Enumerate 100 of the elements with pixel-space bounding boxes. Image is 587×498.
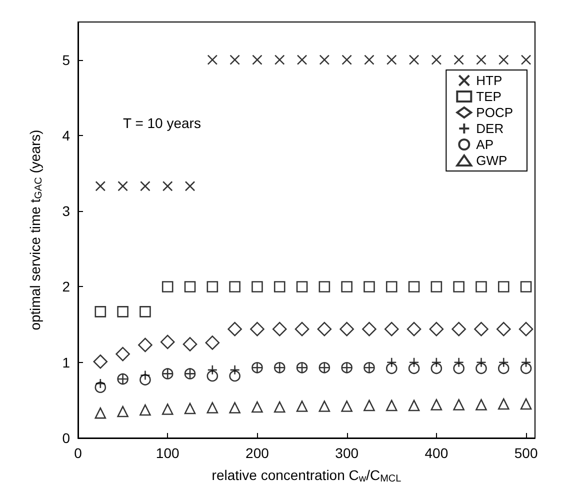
- point: [182, 337, 198, 352]
- point: [294, 322, 310, 336]
- point: [453, 281, 464, 292]
- y-tick-label: 2: [62, 278, 70, 295]
- point: [319, 54, 330, 65]
- point: [207, 54, 218, 65]
- legend-label: AP: [476, 137, 494, 152]
- point: [184, 281, 196, 292]
- point: [140, 306, 151, 318]
- point: [520, 281, 532, 292]
- point: [520, 362, 532, 374]
- point: [118, 180, 128, 192]
- point: [318, 400, 330, 412]
- point: [206, 281, 218, 292]
- point: [406, 322, 422, 336]
- point: [520, 357, 532, 368]
- point: [184, 180, 196, 192]
- point: [205, 336, 220, 350]
- x-tick-label: 0: [74, 445, 82, 461]
- point: [296, 400, 308, 412]
- point: [274, 54, 285, 65]
- point: [518, 322, 534, 336]
- point: [95, 180, 106, 192]
- point: [230, 54, 240, 65]
- point: [160, 334, 175, 350]
- point: [386, 281, 398, 292]
- point: [453, 399, 464, 410]
- point: [386, 362, 398, 374]
- point: [340, 322, 354, 336]
- point: [116, 346, 130, 362]
- point: [408, 281, 420, 292]
- point: [520, 398, 532, 410]
- y-tick-label: 3: [62, 203, 70, 220]
- point: [296, 281, 308, 292]
- point: [498, 281, 510, 292]
- point: [476, 54, 486, 65]
- point: [138, 338, 152, 352]
- point: [408, 357, 420, 368]
- point: [272, 322, 287, 336]
- point: [140, 374, 151, 386]
- point: [476, 399, 487, 410]
- point: [229, 370, 240, 382]
- point: [476, 362, 487, 374]
- point: [94, 407, 106, 419]
- point: [364, 281, 375, 292]
- point: [184, 402, 196, 414]
- point: [386, 357, 397, 368]
- point: [318, 281, 330, 292]
- point: [341, 400, 352, 412]
- x-tick-label: 400: [424, 445, 448, 461]
- annotation: T = 10 years: [123, 115, 201, 131]
- y-tick-label: 5: [62, 52, 70, 68]
- point: [430, 399, 442, 410]
- legend-label: HTP: [476, 73, 502, 88]
- x-tick-label: 500: [514, 445, 538, 461]
- point: [162, 281, 174, 292]
- point: [384, 322, 399, 336]
- y-tick-label: 1: [62, 354, 70, 370]
- point: [94, 382, 106, 393]
- point: [431, 357, 442, 368]
- point: [94, 306, 106, 318]
- point: [520, 54, 532, 65]
- point: [408, 400, 420, 412]
- point: [431, 54, 442, 65]
- point: [162, 404, 174, 415]
- legend-label: DER: [476, 121, 504, 136]
- legend-label: GWP: [476, 153, 508, 168]
- point: [386, 54, 397, 65]
- legend-label: POCP: [476, 105, 513, 120]
- y-axis-title: optimal service time tGAC (years): [27, 130, 44, 330]
- point: [140, 180, 150, 192]
- x-tick-label: 300: [335, 445, 359, 461]
- y-tick-label: 4: [62, 127, 70, 144]
- y-tick-label: 0: [62, 430, 70, 446]
- point: [117, 306, 128, 318]
- point: [274, 401, 286, 413]
- point: [341, 281, 352, 292]
- point: [362, 322, 376, 336]
- point: [317, 322, 332, 336]
- point: [207, 364, 218, 376]
- legend-label: TEP: [476, 89, 502, 104]
- point: [162, 180, 173, 192]
- point: [454, 54, 464, 65]
- point: [474, 322, 488, 336]
- point: [452, 322, 466, 336]
- point: [498, 357, 509, 368]
- point: [476, 281, 487, 292]
- point: [430, 362, 442, 374]
- point: [408, 54, 420, 65]
- point: [229, 281, 240, 292]
- point: [140, 404, 151, 416]
- point: [498, 398, 510, 410]
- point: [229, 402, 240, 414]
- point: [453, 362, 464, 374]
- x-tick-label: 100: [156, 445, 180, 461]
- point: [95, 378, 106, 389]
- point: [252, 401, 263, 413]
- point: [93, 354, 108, 369]
- point: [230, 364, 240, 376]
- point: [498, 54, 509, 65]
